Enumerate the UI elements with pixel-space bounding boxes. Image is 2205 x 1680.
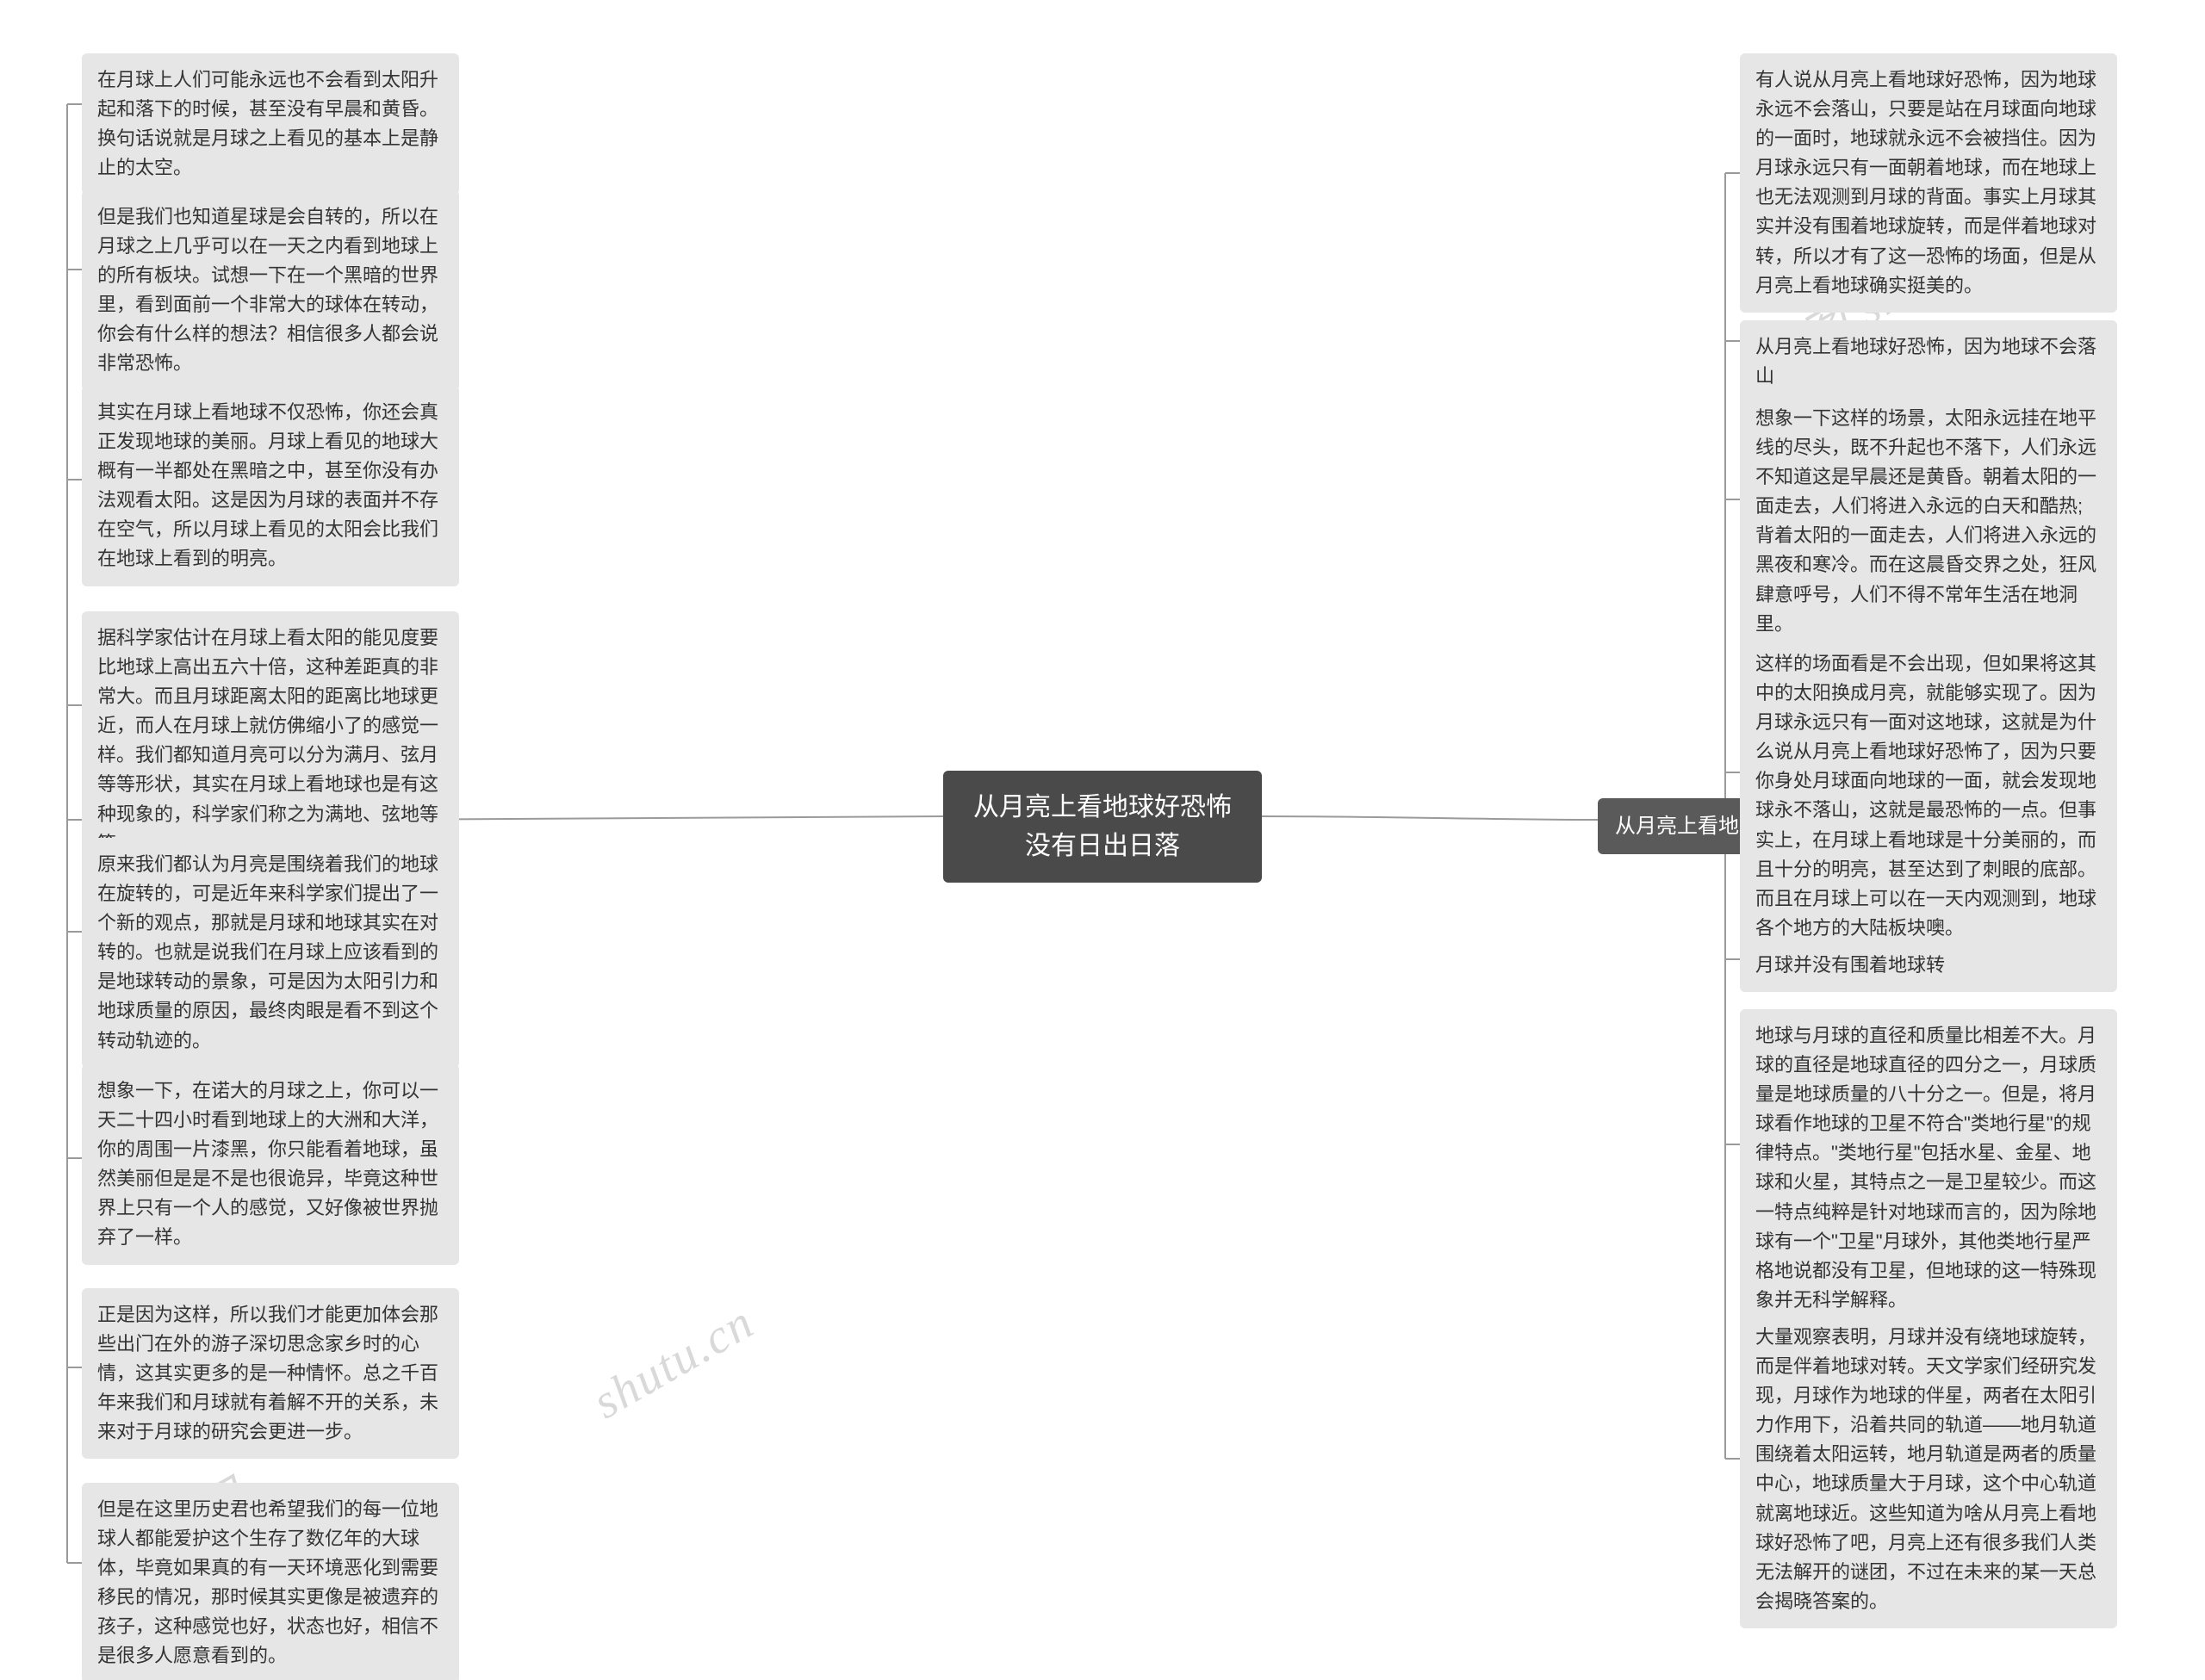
- leaf-right-1: 从月亮上看地球好恐怖，因为地球不会落山: [1740, 320, 2117, 403]
- leaf-left-7: 但是在这里历史君也希望我们的每一位地球人都能爱护这个生存了数亿年的大球体，毕竟如…: [82, 1483, 459, 1680]
- leaf-right-5: 地球与月球的直径和质量比相差不大。月球的直径是地球直径的四分之一，月球质量是地球…: [1740, 1009, 2117, 1327]
- leaf-left-4: 原来我们都认为月亮是围绕着我们的地球在旋转的，可是近年来科学家们提出了一个新的观…: [82, 838, 459, 1068]
- leaf-left-2: 其实在月球上看地球不仅恐怖，你还会真正发现地球的美丽。月球上看见的地球大概有一半…: [82, 386, 459, 586]
- leaf-right-2: 想象一下这样的场景，太阳永远挂在地平线的尽头，既不升起也不落下，人们永远不知道这…: [1740, 392, 2117, 651]
- leaf-left-5: 想象一下，在诺大的月球之上，你可以一天二十四小时看到地球上的大洲和大洋，你的周围…: [82, 1064, 459, 1265]
- leaf-left-6: 正是因为这样，所以我们才能更加体会那些出门在外的游子深切思念家乡时的心情，这其实…: [82, 1288, 459, 1459]
- leaf-left-3: 据科学家估计在月球上看太阳的能见度要比地球上高出五六十倍，这种差距真的非常大。而…: [82, 611, 459, 871]
- leaf-left-0: 在月球上人们可能永远也不会看到太阳升起和落下的时候，甚至没有早晨和黄昏。换句话说…: [82, 53, 459, 195]
- watermark: shutu.cn: [584, 1294, 764, 1430]
- center-node: 从月亮上看地球好恐怖 没有日出日落: [943, 771, 1262, 883]
- leaf-right-4: 月球并没有围着地球转: [1740, 939, 2117, 992]
- leaf-right-0: 有人说从月亮上看地球好恐怖，因为地球永远不会落山，只要是站在月球面向地球的一面时…: [1740, 53, 2117, 313]
- leaf-right-6: 大量观察表明，月球并没有绕地球旋转，而是伴着地球对转。天文学家们经研究发现，月球…: [1740, 1311, 2117, 1628]
- mindmap-canvas: shutu.cn 树图 shutu.cn shutu.cn 树图 shutu.c…: [0, 0, 2205, 1680]
- leaf-right-3: 这样的场面看是不会出现，但如果将这其中的太阳换成月亮，就能够实现了。因为月球永远…: [1740, 637, 2117, 955]
- leaf-left-1: 但是我们也知道星球是会自转的，所以在月球之上几乎可以在一天之内看到地球上的所有板…: [82, 190, 459, 391]
